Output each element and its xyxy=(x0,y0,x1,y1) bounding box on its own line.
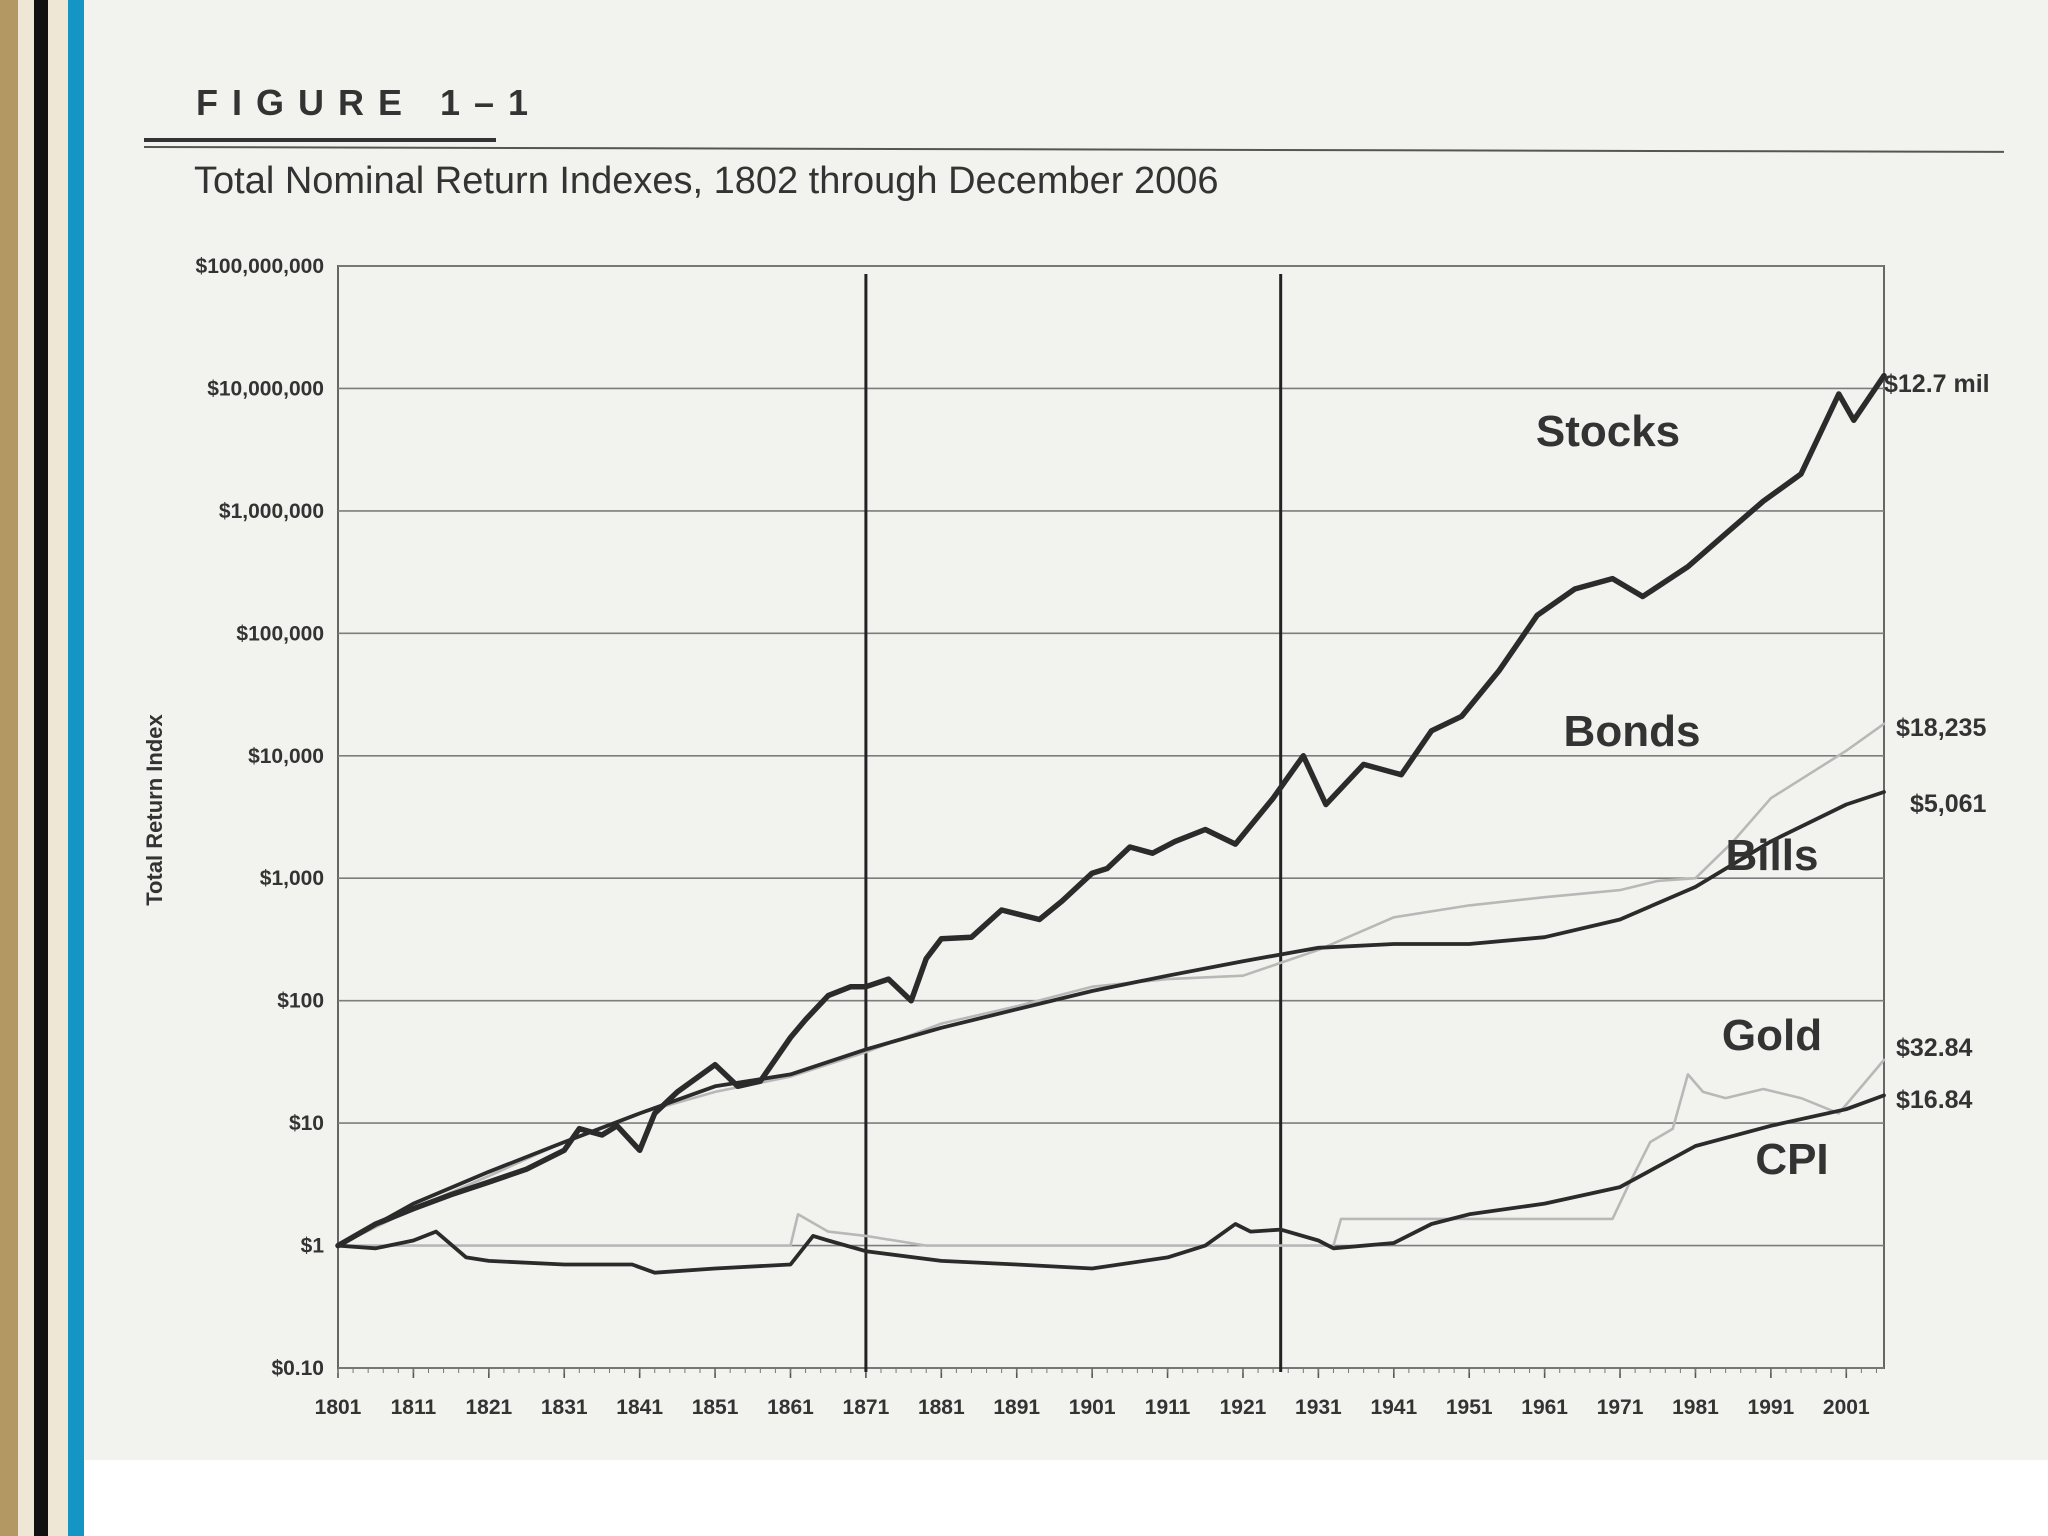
frame-left-cream-2 xyxy=(48,0,68,1536)
x-tick-label: 1871 xyxy=(843,1396,890,1419)
y-tick-label: $10 xyxy=(289,1112,324,1135)
series-end-value-cpi: $16.84 xyxy=(1896,1086,1973,1114)
x-tick-label: 1841 xyxy=(616,1396,663,1419)
series-end-value-bills: $5,061 xyxy=(1910,790,1987,818)
x-tick-label: 1891 xyxy=(993,1396,1040,1419)
era-markers xyxy=(864,274,1283,1372)
y-tick-label: $0.10 xyxy=(271,1357,324,1380)
x-tick-label: 1881 xyxy=(918,1396,965,1419)
frame-left-cream xyxy=(18,0,34,1536)
frame-left-blue xyxy=(68,0,84,1536)
chart-photo xyxy=(84,0,2048,1460)
x-tick-label: 1811 xyxy=(391,1396,437,1419)
y-tick-label: $1 xyxy=(301,1235,325,1258)
x-tick-label: 1851 xyxy=(692,1396,739,1419)
x-tick-label: 1911 xyxy=(1145,1396,1191,1419)
y-tick-label: $100 xyxy=(277,990,324,1013)
series-name-bills: Bills xyxy=(1726,831,1819,880)
y-tick-label: $10,000,000 xyxy=(207,377,324,400)
series-name-stocks: Stocks xyxy=(1536,407,1680,456)
series-end-value-bonds: $18,235 xyxy=(1896,714,1986,742)
y-tick-label: $1,000 xyxy=(260,867,324,890)
x-tick-label: 2001 xyxy=(1823,1396,1870,1419)
figure-label-rule xyxy=(144,138,496,142)
series-name-gold: Gold xyxy=(1722,1011,1822,1060)
series-line-bonds xyxy=(336,722,1886,1247)
figure-title: Total Nominal Return Indexes, 1802 throu… xyxy=(194,160,1219,202)
series-line-cpi xyxy=(336,1093,1886,1275)
x-tick-label: 1961 xyxy=(1521,1396,1568,1419)
x-tick-label: 1951 xyxy=(1446,1396,1493,1419)
return-index-chart: $0.10 $1 $10 $100 $1,000 $10,000 $100,000 $1,00… xyxy=(142,255,1990,1419)
figure-label: FIGURE 1–1 xyxy=(196,82,543,123)
x-tick-label: 1941 xyxy=(1370,1396,1417,1419)
series-end-value-stocks: $12.7 mil xyxy=(1884,370,1990,398)
y-tick-label: $10,000 xyxy=(248,745,324,768)
x-tick-label: 1821 xyxy=(465,1396,512,1419)
y-tick-label: $100,000,000 xyxy=(196,255,324,278)
y-axis-ticks: $0.10 $1 $10 $100 $1,000 $10,000 $100,000 $1,00… xyxy=(196,255,325,1380)
x-tick-label: 1831 xyxy=(541,1396,588,1419)
x-tick-label: 1981 xyxy=(1672,1396,1719,1419)
x-tick-label: 1801 xyxy=(315,1396,362,1419)
series-line-gold xyxy=(336,1058,1886,1247)
y-axis-label: Total Return Index xyxy=(142,713,167,905)
series-name-bonds: Bonds xyxy=(1564,707,1701,756)
x-tick-label: 1861 xyxy=(767,1396,814,1419)
series-line-stocks xyxy=(335,372,1887,1249)
x-axis-ticks: 1801 1811 1821 1831 1841 1851 1861 1871 1881 1891… xyxy=(315,1368,1877,1419)
frame-left-gold xyxy=(0,0,18,1536)
x-tick-label: 1921 xyxy=(1220,1396,1267,1419)
x-tick-label: 1931 xyxy=(1295,1396,1342,1419)
chart-series xyxy=(335,372,1887,1275)
frame-left-black xyxy=(34,0,48,1536)
x-tick-label: 1971 xyxy=(1597,1396,1644,1419)
series-labels: Stocks $12.7 mil Bonds $18,235 Bills $5,061 Go… xyxy=(1536,370,1990,1184)
x-tick-label: 1901 xyxy=(1069,1396,1116,1419)
y-tick-label: $100,000 xyxy=(236,622,324,645)
series-line-bills xyxy=(336,790,1886,1248)
x-tick-label: 1991 xyxy=(1748,1396,1795,1419)
series-name-cpi: CPI xyxy=(1755,1135,1828,1184)
y-tick-label: $1,000,000 xyxy=(219,500,324,523)
series-end-value-gold: $32.84 xyxy=(1896,1034,1973,1062)
